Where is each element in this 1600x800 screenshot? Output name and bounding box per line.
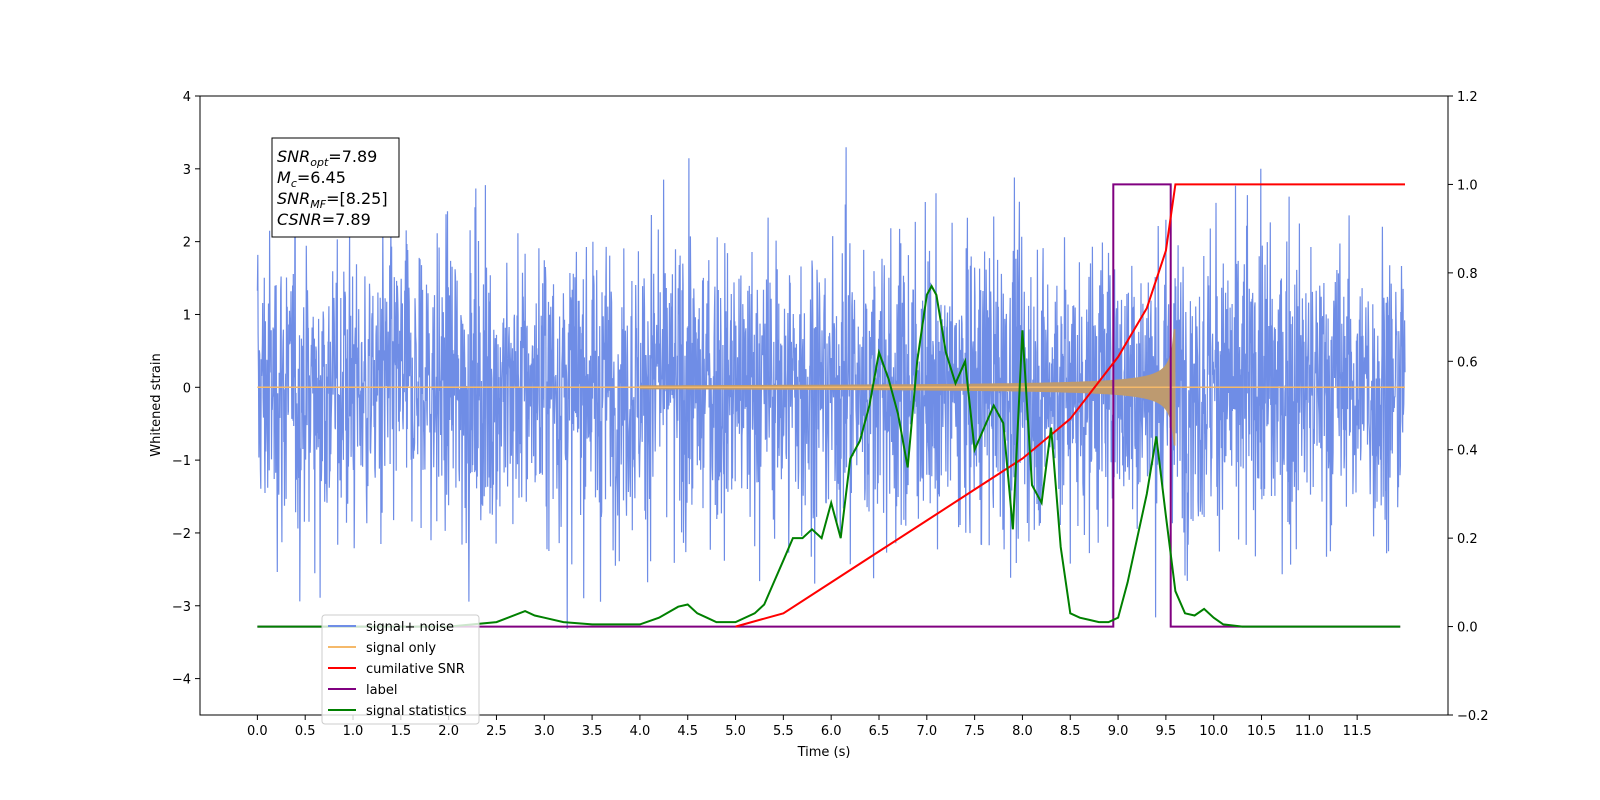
annotation-frame	[271, 137, 400, 238]
y2-axis-ticks: 1.2 1.0 0.8 0.6 0.4 0.2 0.0 −0.2	[1448, 90, 1489, 724]
x-tick-label: 4.5	[677, 724, 698, 739]
legend: signal+ noise signal only cumilative SNR la…	[321, 614, 480, 725]
annotation-line: Mc=6.45	[277, 168, 346, 190]
y-axis-ticks: 4 3 2 1 0 −1 −2 −3 −4	[172, 90, 200, 688]
x-tick-label: 6.5	[869, 724, 890, 739]
y-tick-label: −1	[172, 454, 191, 469]
annotation-symbol: SNR	[277, 147, 310, 166]
y-axis-label: Whitened strain	[149, 353, 164, 456]
y2-tick-label: 0.6	[1457, 355, 1478, 370]
annotation-symbol: CSNR	[277, 210, 322, 229]
signal-noise-line	[256, 147, 1406, 629]
x-tick-label: 8.5	[1060, 724, 1081, 739]
x-axis-label: Time (s)	[797, 745, 851, 760]
y2-tick-label: 1.0	[1457, 178, 1478, 193]
y-tick-label: 0	[183, 381, 191, 396]
y2-tick-label: 0.4	[1457, 444, 1478, 459]
x-tick-label: 10.5	[1247, 724, 1276, 739]
y-tick-label: 1	[183, 308, 191, 323]
legend-label: label	[366, 683, 397, 698]
y2-tick-label: −0.2	[1457, 709, 1489, 724]
y2-tick-label: 0.8	[1457, 267, 1478, 282]
annotation-subscript: opt	[310, 156, 329, 169]
signal-statistics-line	[257, 283, 1401, 628]
y-tick-label: 4	[183, 90, 191, 105]
annotation-symbol: SNR	[277, 189, 310, 208]
x-tick-label: 11.5	[1343, 724, 1372, 739]
y-tick-label: −4	[172, 673, 191, 688]
legend-frame	[321, 614, 480, 725]
annotation-symbol: M	[277, 168, 291, 187]
label-line	[257, 183, 1401, 628]
x-tick-label: 9.5	[1156, 724, 1177, 739]
x-tick-label: 4.0	[630, 724, 651, 739]
cumilative-snr-line	[735, 183, 1405, 628]
x-tick-label: 9.0	[1108, 724, 1129, 739]
x-tick-label: 2.0	[438, 724, 459, 739]
x-tick-label: 5.0	[725, 724, 746, 739]
x-axis-ticks: 0.0 0.5 1.0 1.5 2.0 2.5 3.0 3.5 4.0 4.5 5.0 5.5 6.0 6…	[247, 715, 1372, 739]
plot-area	[256, 147, 1406, 629]
annotation-line: SNRopt=7.89	[277, 147, 377, 169]
x-tick-label: 10.0	[1199, 724, 1228, 739]
legend-label: signal only	[366, 641, 436, 656]
y2-tick-label: 0.0	[1457, 621, 1478, 636]
axes-frame	[199, 95, 1449, 716]
x-tick-label: 6.0	[821, 724, 842, 739]
x-tick-label: 11.0	[1295, 724, 1324, 739]
legend-label: signal statistics	[366, 704, 467, 719]
x-tick-label: 0.5	[295, 724, 316, 739]
annotation-value: =7.89	[322, 210, 371, 229]
legend-label: cumilative SNR	[366, 662, 465, 677]
y2-tick-label: 1.2	[1457, 90, 1478, 105]
y-tick-label: −3	[172, 600, 191, 615]
x-tick-label: 1.5	[390, 724, 411, 739]
series-lines	[257, 183, 1405, 628]
annotation-line: CSNR=7.89	[277, 210, 371, 229]
y-tick-label: 2	[183, 236, 191, 251]
x-tick-label: 2.5	[486, 724, 507, 739]
annotation-value: =7.89	[328, 147, 377, 166]
x-tick-label: 3.5	[582, 724, 603, 739]
x-tick-label: 1.0	[343, 724, 364, 739]
annotation-value: =6.45	[297, 168, 346, 187]
annotation-line: SNRMF=[8.25]	[277, 189, 388, 211]
x-tick-label: 7.5	[964, 724, 985, 739]
y-tick-label: 3	[183, 163, 191, 178]
x-tick-label: 8.0	[1012, 724, 1033, 739]
x-tick-label: 5.5	[773, 724, 794, 739]
x-tick-label: 3.0	[534, 724, 555, 739]
annotation-subscript: c	[291, 177, 297, 190]
annotation-subscript: MF	[310, 198, 326, 211]
x-tick-label: 0.0	[247, 724, 268, 739]
legend-label: signal+ noise	[366, 620, 454, 635]
legend-items: signal+ noise signal only cumilative SNR la…	[328, 620, 467, 719]
annotation-value: =[8.25]	[326, 189, 388, 208]
x-tick-label: 7.0	[916, 724, 937, 739]
y-tick-label: −2	[172, 527, 191, 542]
y2-tick-label: 0.2	[1457, 532, 1478, 547]
